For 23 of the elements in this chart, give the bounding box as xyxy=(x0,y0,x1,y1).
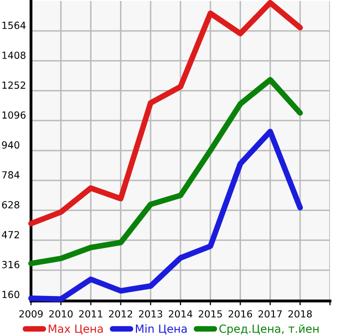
legend-label: Сред.Цена, т.йен xyxy=(219,324,319,335)
y-tick-label: 940 xyxy=(2,141,20,149)
y-tick-label: 316 xyxy=(2,260,20,268)
x-tick-label: 2018 xyxy=(288,310,312,318)
x-tick-label: 2012 xyxy=(109,310,132,318)
y-tick-label: 784 xyxy=(2,171,20,179)
y-tick-label: 472 xyxy=(2,230,19,238)
y-tick-label: 628 xyxy=(2,201,20,208)
x-tick-label: 2017 xyxy=(258,310,282,318)
x-tick-label: 2014 xyxy=(168,310,192,318)
x-tick-label: 2015 xyxy=(198,310,222,318)
x-tick-label: 2016 xyxy=(228,310,252,318)
x-tick-label: 2010 xyxy=(49,310,73,318)
y-tick-label: 160 xyxy=(2,290,20,298)
x-tick-label: 2009 xyxy=(19,310,43,318)
legend-label: Min Цена xyxy=(136,324,187,334)
y-tick-label: 1564 xyxy=(2,22,26,30)
y-tick-label: 1252 xyxy=(2,81,26,89)
y-tick-label: 1408 xyxy=(2,52,26,59)
legend-label: Max Цена xyxy=(48,324,103,334)
x-tick-label: 2013 xyxy=(138,310,162,318)
y-tick-label: 1096 xyxy=(2,111,26,119)
x-tick-label: 2011 xyxy=(79,310,102,318)
